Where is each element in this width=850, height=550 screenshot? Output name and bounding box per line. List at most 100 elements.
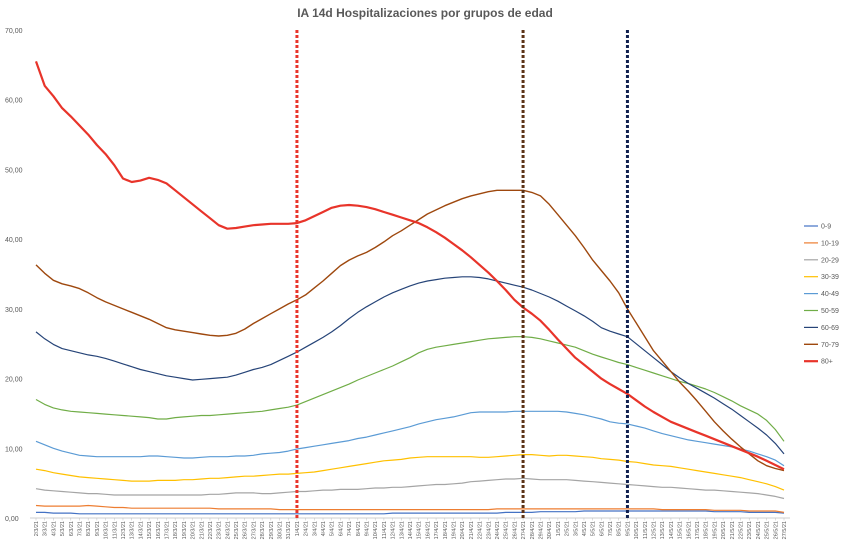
x-tick-label: 4/3/21: [51, 521, 57, 536]
legend-label-10-19: 10-19: [821, 240, 839, 247]
x-tick-label: 2/5/21: [565, 521, 571, 536]
x-tick-label: 15/3/21: [147, 521, 153, 539]
x-tick-label: 22/5/21: [739, 521, 745, 539]
x-tick-label: 24/3/21: [225, 521, 231, 539]
y-tick-label: 50,00: [5, 167, 23, 174]
x-tick-label: 7/5/21: [608, 521, 614, 536]
x-tick-label: 16/4/21: [425, 521, 431, 539]
x-tick-label: 14/5/21: [669, 521, 675, 539]
y-axis: 0,00 10,00 20,00 30,00 40,00 50,00 60,00 70,00: [5, 28, 23, 523]
x-tick-label: 17/3/21: [164, 521, 170, 539]
x-tick-label: 23/4/21: [486, 521, 492, 539]
x-tick-label: 14/4/21: [408, 521, 414, 539]
x-tick-label: 7/3/21: [77, 521, 83, 536]
x-tick-label: 14/3/21: [138, 521, 144, 539]
x-tick-label: 19/4/21: [451, 521, 457, 539]
x-tick-label: 31/3/21: [286, 521, 292, 539]
x-tick-label: 15/5/21: [678, 521, 684, 539]
x-tick-label: 4/5/21: [582, 521, 588, 536]
x-tick-label: 12/5/21: [652, 521, 658, 539]
series-line-0-9: [36, 510, 785, 515]
series-line-60-69: [35, 276, 785, 455]
x-tick-label: 22/3/21: [208, 521, 214, 539]
x-tick-label: 3/5/21: [573, 521, 579, 536]
series-line-20-29: [35, 477, 785, 500]
x-tick-label: 24/4/21: [495, 521, 501, 539]
series-line-70-79: [35, 189, 785, 472]
x-tick-label: 16/3/21: [156, 521, 162, 539]
x-tick-label: 29/3/21: [269, 521, 275, 539]
x-tick-label: 23/3/21: [217, 521, 223, 539]
x-axis: 2/3/21 3/3/21 4/3/21 5/3/21 6/3/21 7/3/21 8/3/…: [30, 517, 790, 539]
x-tick-label: 25/4/21: [504, 521, 510, 539]
legend-label-40-49: 40-49: [821, 291, 839, 298]
x-tick-label: 18/3/21: [173, 521, 179, 539]
x-tick-label: 19/3/21: [182, 521, 188, 539]
x-tick-label: 23/5/21: [747, 521, 753, 539]
x-tick-label: 11/3/21: [112, 521, 118, 539]
x-tick-label: 9/4/21: [365, 521, 371, 536]
x-tick-label: 26/4/21: [512, 521, 518, 539]
legend-label-60-69: 60-69: [821, 325, 839, 332]
x-tick-label: 20/5/21: [721, 521, 727, 539]
legend-label-80+: 80+: [821, 359, 833, 366]
legend-label-30-39: 30-39: [821, 274, 839, 281]
x-tick-label: 13/3/21: [130, 521, 136, 539]
x-tick-label: 6/5/21: [599, 521, 605, 536]
x-tick-label: 20/4/21: [460, 521, 466, 539]
x-tick-label: 6/3/21: [69, 521, 75, 536]
x-tick-label: 4/4/21: [321, 521, 327, 536]
series-line-30-39: [35, 454, 785, 491]
x-tick-label: 10/4/21: [373, 521, 379, 539]
x-tick-label: 30/4/21: [547, 521, 553, 539]
x-tick-label: 10/5/21: [634, 521, 640, 539]
x-tick-label: 3/3/21: [43, 521, 49, 536]
x-tick-label: 6/4/21: [338, 521, 344, 536]
x-tick-label: 1/4/21: [295, 521, 301, 536]
x-tick-label: 11/5/21: [643, 521, 649, 539]
x-tick-label: 17/5/21: [695, 521, 701, 539]
y-tick-label: 0,00: [5, 516, 19, 523]
x-tick-label: 13/5/21: [660, 521, 666, 539]
x-tick-label: 27/3/21: [251, 521, 257, 539]
y-tick-label: 40,00: [5, 237, 23, 244]
x-tick-label: 5/4/21: [330, 521, 336, 536]
chart-title: IA 14d Hospitalizaciones por grupos de e…: [297, 6, 553, 20]
series-line-50-59: [35, 336, 785, 442]
x-tick-label: 12/3/21: [121, 521, 127, 539]
y-tick-label: 70,00: [5, 28, 23, 35]
x-tick-label: 3/4/21: [312, 521, 318, 536]
x-tick-label: 5/5/21: [591, 521, 597, 536]
x-tick-label: 21/4/21: [469, 521, 475, 539]
x-tick-label: 28/4/21: [530, 521, 536, 539]
x-tick-label: 27/4/21: [521, 521, 527, 539]
legend-label-70-79: 70-79: [821, 342, 839, 349]
y-tick-label: 20,00: [5, 377, 23, 384]
x-tick-label: 5/3/21: [60, 521, 66, 536]
y-tick-label: 30,00: [5, 307, 23, 314]
x-tick-label: 20/3/21: [191, 521, 197, 539]
x-tick-label: 26/3/21: [243, 521, 249, 539]
x-tick-label: 21/3/21: [199, 521, 205, 539]
x-tick-label: 22/4/21: [478, 521, 484, 539]
legend-label-20-29: 20-29: [821, 257, 839, 264]
x-tick-label: 21/5/21: [730, 521, 736, 539]
x-tick-label: 13/4/21: [399, 521, 405, 539]
x-tick-label: 26/5/21: [773, 521, 779, 539]
x-tick-label: 24/5/21: [756, 521, 762, 539]
x-tick-label: 27/5/21: [782, 521, 788, 539]
x-tick-label: 19/5/21: [712, 521, 718, 539]
series-line-80+: [34, 61, 785, 471]
y-tick-label: 10,00: [5, 446, 23, 453]
x-tick-label: 18/5/21: [704, 521, 710, 539]
x-tick-label: 9/5/21: [625, 521, 631, 536]
x-tick-label: 10/3/21: [104, 521, 110, 539]
x-tick-label: 2/3/21: [34, 521, 40, 536]
x-tick-label: 16/5/21: [686, 521, 692, 539]
legend-label-50-59: 50-59: [821, 308, 839, 315]
x-tick-label: 12/4/21: [391, 521, 397, 539]
series-line-40-49: [35, 410, 785, 467]
y-tick-label: 60,00: [5, 98, 23, 105]
legend: 0-9 10-19 20-29 30-39 40-49 50-59 60-69 70-79 80…: [804, 224, 839, 366]
